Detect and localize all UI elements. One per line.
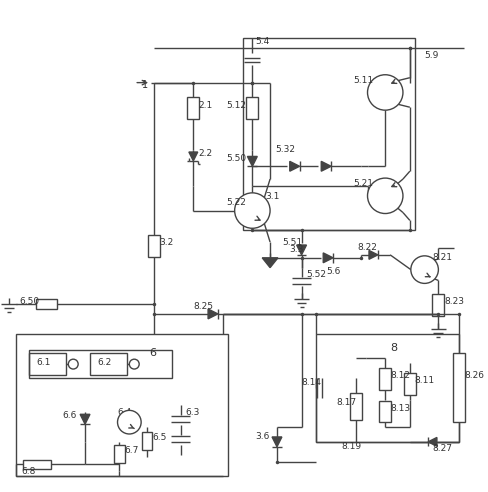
Circle shape <box>367 178 403 214</box>
Circle shape <box>68 359 78 369</box>
Bar <box>316 334 459 442</box>
Bar <box>379 368 391 390</box>
Bar <box>243 38 415 230</box>
Bar <box>114 445 125 462</box>
Text: 8.21: 8.21 <box>432 253 452 262</box>
Text: 5.22: 5.22 <box>226 198 245 207</box>
Text: 5.52: 5.52 <box>306 270 326 279</box>
Bar <box>404 373 416 395</box>
Text: 5.50: 5.50 <box>226 154 246 163</box>
Text: 8.19: 8.19 <box>341 442 361 451</box>
Polygon shape <box>428 437 437 446</box>
Text: 3.1: 3.1 <box>265 192 280 201</box>
Text: 5.12: 5.12 <box>226 101 246 110</box>
Text: 6.50: 6.50 <box>19 297 39 306</box>
Text: 6.8: 6.8 <box>21 467 36 476</box>
Polygon shape <box>321 161 331 171</box>
Polygon shape <box>247 156 257 166</box>
Bar <box>246 97 258 119</box>
Bar <box>142 432 152 450</box>
Text: 5.6: 5.6 <box>326 267 341 276</box>
Bar <box>36 299 58 309</box>
Bar <box>187 97 199 119</box>
Text: 2.1: 2.1 <box>198 101 212 110</box>
Bar <box>148 235 160 257</box>
Polygon shape <box>272 437 282 447</box>
Text: 5.9: 5.9 <box>425 51 439 60</box>
Bar <box>29 350 172 378</box>
Text: 5.21: 5.21 <box>354 179 374 187</box>
Text: 6.2: 6.2 <box>98 358 112 367</box>
Bar <box>379 400 391 422</box>
Text: 3.2: 3.2 <box>159 238 173 246</box>
Text: 8.26: 8.26 <box>464 371 484 380</box>
Bar <box>23 460 51 469</box>
Text: 5.11: 5.11 <box>354 76 374 85</box>
Polygon shape <box>208 309 218 319</box>
Polygon shape <box>369 250 378 259</box>
Text: 8.11: 8.11 <box>415 376 435 385</box>
Text: 8.27: 8.27 <box>432 444 452 453</box>
Text: 5.32: 5.32 <box>275 145 295 154</box>
Text: 8: 8 <box>390 343 397 353</box>
Polygon shape <box>323 253 333 263</box>
Text: 3.3: 3.3 <box>290 246 304 254</box>
Bar <box>350 393 362 420</box>
Polygon shape <box>297 245 306 255</box>
Text: 6.6: 6.6 <box>62 411 77 420</box>
Text: 2.2: 2.2 <box>198 149 212 158</box>
Polygon shape <box>290 161 300 171</box>
Bar <box>432 294 444 316</box>
Circle shape <box>367 75 403 110</box>
Circle shape <box>411 256 438 283</box>
Bar <box>29 353 66 375</box>
Text: 5.51: 5.51 <box>282 238 302 246</box>
Text: 6.5: 6.5 <box>152 433 166 442</box>
Bar <box>246 196 258 217</box>
Text: 8.25: 8.25 <box>193 302 213 310</box>
Polygon shape <box>189 152 198 161</box>
Text: 1: 1 <box>142 80 148 90</box>
Circle shape <box>235 193 270 228</box>
Polygon shape <box>80 414 90 424</box>
Text: 6.7: 6.7 <box>124 446 139 455</box>
Bar <box>90 353 127 375</box>
Text: 8.12: 8.12 <box>390 371 410 380</box>
Text: 6: 6 <box>149 348 156 358</box>
Circle shape <box>118 410 141 434</box>
Text: 8.23: 8.23 <box>444 297 464 306</box>
Text: 8.22: 8.22 <box>358 244 378 252</box>
Text: 8.13: 8.13 <box>390 404 410 413</box>
Text: 5.4: 5.4 <box>255 37 269 46</box>
Text: 8.17: 8.17 <box>336 398 356 407</box>
Circle shape <box>129 359 139 369</box>
Text: 6.3: 6.3 <box>185 408 200 417</box>
Text: 8.14: 8.14 <box>302 378 322 387</box>
Bar <box>16 334 228 476</box>
Text: 6.1: 6.1 <box>37 358 51 367</box>
Bar <box>453 353 465 422</box>
Text: 6.4: 6.4 <box>118 408 132 417</box>
Polygon shape <box>262 258 278 268</box>
Text: 3.6: 3.6 <box>255 432 270 441</box>
